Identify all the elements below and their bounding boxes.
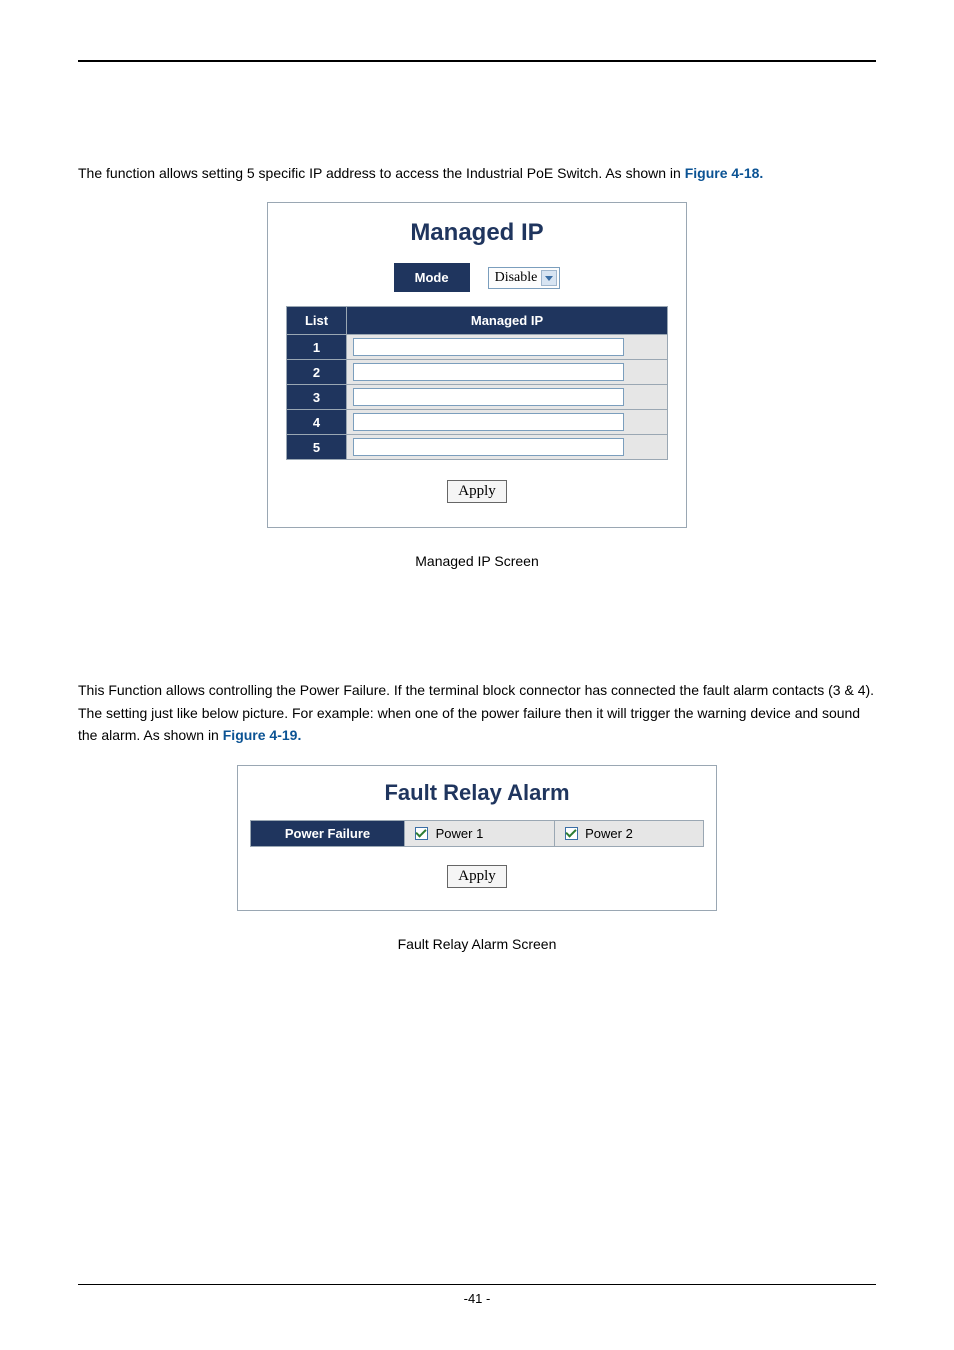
apply-button[interactable]: Apply xyxy=(447,480,507,503)
power-failure-label: Power Failure xyxy=(251,820,405,846)
mode-label: Mode xyxy=(394,263,470,292)
page-number: -41 - xyxy=(78,1291,876,1306)
power2-cell: Power 2 xyxy=(554,820,704,846)
fault-relay-panel: Fault Relay Alarm Power Failure Power 1 … xyxy=(237,765,717,911)
table-row: 3 xyxy=(287,385,668,410)
power1-cell: Power 1 xyxy=(405,820,554,846)
apply-wrap: Apply xyxy=(286,480,668,503)
ip-cell xyxy=(347,435,668,460)
intro1-text: The function allows setting 5 specific I… xyxy=(78,165,685,181)
top-rule xyxy=(78,60,876,62)
ip-input-3[interactable] xyxy=(353,388,624,406)
table-row: Power Failure Power 1 Power 2 xyxy=(251,820,704,846)
list-index: 4 xyxy=(287,410,347,435)
mode-select[interactable]: Disable xyxy=(488,267,561,289)
ip-cell xyxy=(347,335,668,360)
power1-checkbox[interactable] xyxy=(415,827,428,840)
power1-label: Power 1 xyxy=(436,826,484,841)
table-row: 2 xyxy=(287,360,668,385)
fault-relay-title: Fault Relay Alarm xyxy=(250,780,704,806)
ip-cell xyxy=(347,385,668,410)
power2-label: Power 2 xyxy=(585,826,633,841)
table-row: 4 xyxy=(287,410,668,435)
list-index: 5 xyxy=(287,435,347,460)
managed-ip-panel: Managed IP Mode Disable List Managed IP … xyxy=(267,202,687,528)
intro-paragraph-2: This Function allows controlling the Pow… xyxy=(78,679,876,746)
list-index: 2 xyxy=(287,360,347,385)
ip-cell xyxy=(347,410,668,435)
managed-ip-title: Managed IP xyxy=(286,219,668,247)
chevron-down-icon xyxy=(545,276,553,281)
col-ip-header: Managed IP xyxy=(347,307,668,335)
page-footer: -41 - xyxy=(78,1284,876,1306)
ip-input-4[interactable] xyxy=(353,413,624,431)
ip-input-1[interactable] xyxy=(353,338,624,356)
figure-ref-2[interactable]: Figure 4-19. xyxy=(223,727,302,743)
dropdown-button[interactable] xyxy=(541,270,557,286)
mode-row: Mode Disable xyxy=(286,263,668,292)
mode-select-value: Disable xyxy=(495,270,538,286)
table-row: 1 xyxy=(287,335,668,360)
intro-paragraph-1: The function allows setting 5 specific I… xyxy=(78,162,876,184)
list-index: 3 xyxy=(287,385,347,410)
col-list-header: List xyxy=(287,307,347,335)
apply-wrap-2: Apply xyxy=(250,865,704,888)
fault-relay-table: Power Failure Power 1 Power 2 xyxy=(250,820,704,847)
intro2-text: This Function allows controlling the Pow… xyxy=(78,682,874,743)
list-index: 1 xyxy=(287,335,347,360)
managed-ip-table: List Managed IP 1 2 3 4 xyxy=(286,306,668,460)
apply-button-2[interactable]: Apply xyxy=(447,865,507,888)
power2-checkbox[interactable] xyxy=(565,827,578,840)
caption-managed-ip: Managed IP Screen xyxy=(78,553,876,569)
footer-rule xyxy=(78,1284,876,1285)
ip-input-5[interactable] xyxy=(353,438,624,456)
caption-fault-relay: Fault Relay Alarm Screen xyxy=(78,936,876,952)
document-page: The function allows setting 5 specific I… xyxy=(0,0,954,1350)
table-row: 5 xyxy=(287,435,668,460)
ip-input-2[interactable] xyxy=(353,363,624,381)
ip-cell xyxy=(347,360,668,385)
figure-ref-1[interactable]: Figure 4-18. xyxy=(685,165,764,181)
